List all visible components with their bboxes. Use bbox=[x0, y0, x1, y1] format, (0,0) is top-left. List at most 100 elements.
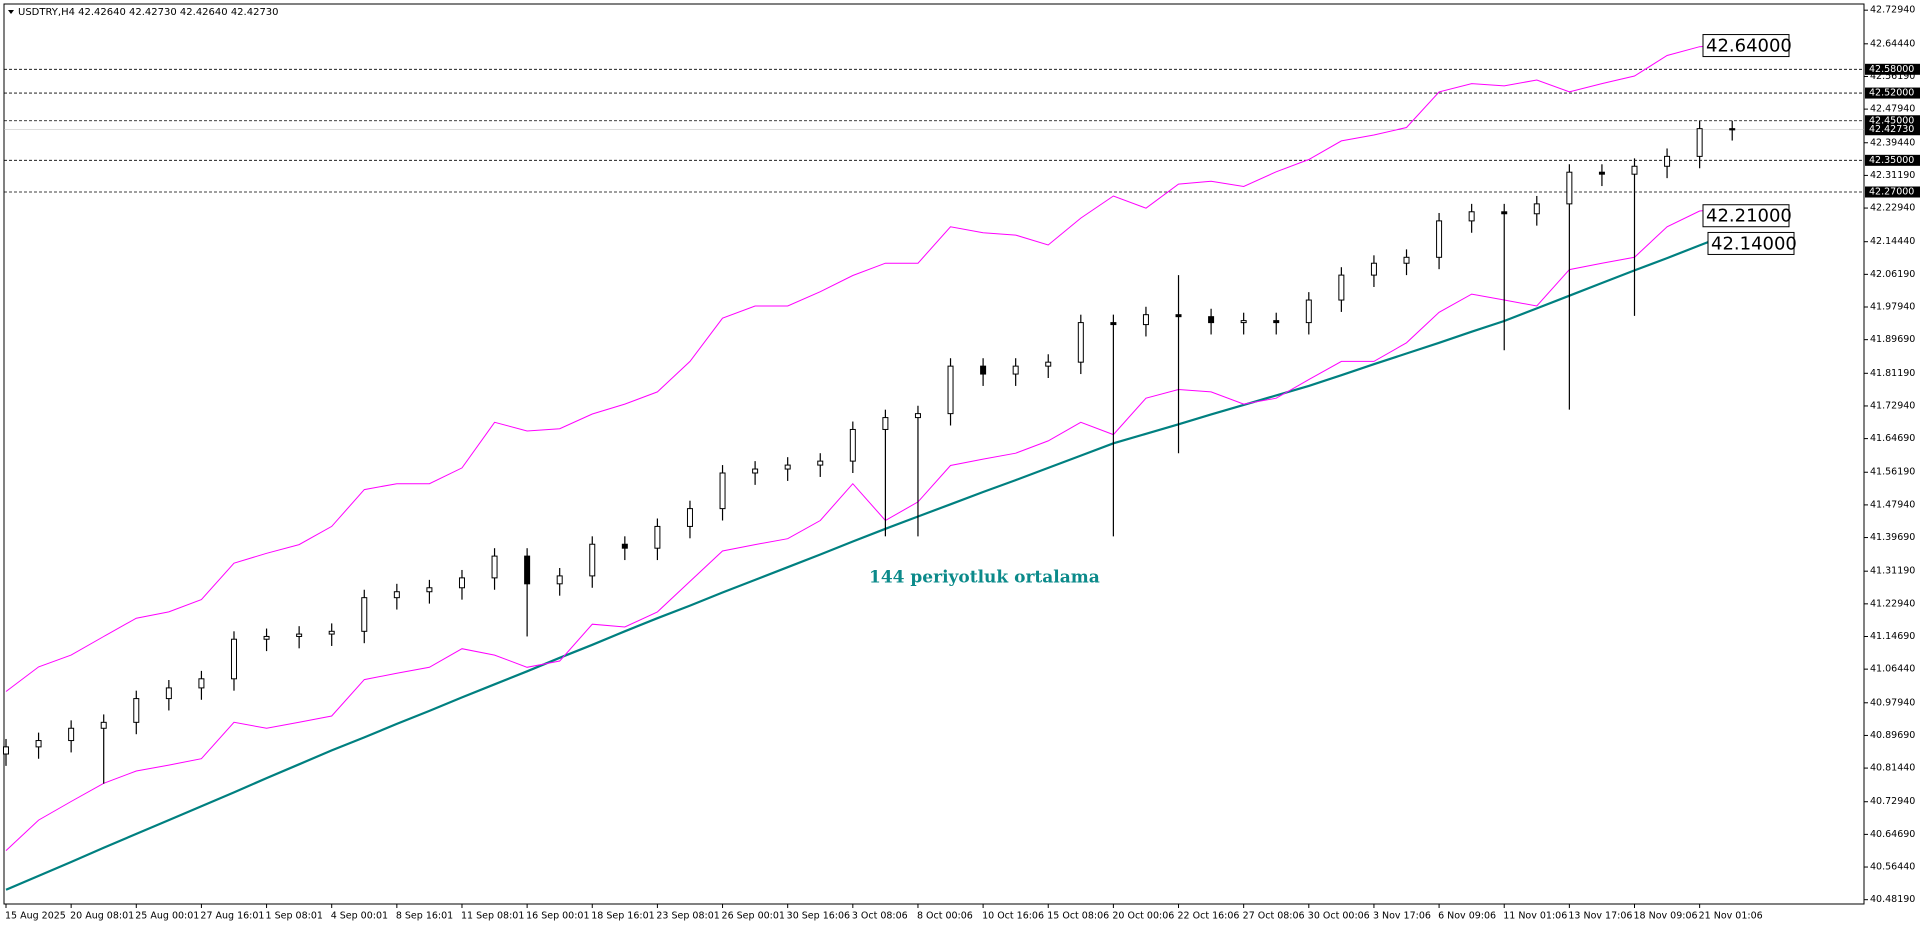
x-tick-label: 8 Oct 00:06 bbox=[917, 911, 973, 922]
level-label: 42.52000 bbox=[1869, 88, 1914, 99]
candle-body bbox=[100, 721, 107, 729]
price-box bbox=[1702, 204, 1790, 228]
x-tick-label: 26 Sep 00:01 bbox=[722, 911, 785, 922]
candle-body bbox=[393, 591, 400, 599]
indicator-line bbox=[5, 231, 1733, 891]
y-tick-label: 42.47940 bbox=[1870, 104, 1915, 115]
candle-body bbox=[1468, 211, 1475, 222]
y-tick-label: 40.56440 bbox=[1870, 862, 1915, 873]
candle-body bbox=[426, 587, 433, 593]
price-box-label: 42.21000 bbox=[1706, 206, 1792, 227]
y-tick-label: 42.31190 bbox=[1870, 170, 1915, 181]
x-tick-label: 20 Oct 00:06 bbox=[1112, 911, 1174, 922]
x-tick-label: 15 Aug 2025 bbox=[5, 911, 66, 922]
candle-body bbox=[1370, 262, 1377, 276]
y-tick-label: 42.72940 bbox=[1870, 5, 1915, 16]
x-tick-label: 11 Sep 08:01 bbox=[461, 911, 524, 922]
level-label: 42.27000 bbox=[1869, 186, 1914, 197]
candle-body bbox=[133, 698, 140, 723]
candle-body bbox=[328, 630, 335, 635]
x-tick-label: 20 Aug 08:01 bbox=[70, 911, 134, 922]
candle-body bbox=[556, 575, 563, 585]
price-box bbox=[1702, 34, 1790, 58]
level-label: 42.45000 bbox=[1869, 115, 1914, 126]
x-tick-label: 10 Oct 16:06 bbox=[982, 911, 1044, 922]
candle-body bbox=[914, 413, 921, 419]
candle-body bbox=[1110, 322, 1117, 326]
x-tick-label: 23 Sep 08:01 bbox=[656, 911, 719, 922]
candle-body bbox=[1696, 128, 1703, 157]
y-tick-label: 41.56190 bbox=[1870, 467, 1915, 478]
x-tick-label: 3 Nov 17:06 bbox=[1373, 911, 1431, 922]
x-tick-label: 30 Oct 00:06 bbox=[1308, 911, 1370, 922]
candle-body bbox=[621, 543, 628, 549]
y-tick-label: 40.72940 bbox=[1870, 796, 1915, 807]
plot-frame bbox=[3, 3, 1865, 905]
candle-body bbox=[1403, 256, 1410, 264]
y-tick-label: 40.81440 bbox=[1870, 763, 1915, 774]
candle-body bbox=[1566, 171, 1573, 205]
candle-body bbox=[882, 417, 889, 430]
level-tag bbox=[1865, 87, 1920, 99]
candle-body bbox=[1142, 314, 1149, 326]
candle-body bbox=[3, 746, 9, 755]
y-tick-label: 42.14440 bbox=[1870, 236, 1915, 247]
y-tick-label: 40.89690 bbox=[1870, 730, 1915, 741]
candle-body bbox=[458, 577, 465, 589]
level-tag bbox=[1865, 63, 1920, 75]
price-box-label: 42.14000 bbox=[1711, 233, 1797, 254]
y-tick-label: 41.31190 bbox=[1870, 566, 1915, 577]
y-tick-label: 41.81190 bbox=[1870, 368, 1915, 379]
candle-body bbox=[654, 525, 661, 549]
current-price-label: 42.42730 bbox=[1869, 124, 1914, 135]
x-tick-label: 11 Nov 01:06 bbox=[1503, 911, 1567, 922]
level-tag bbox=[1865, 154, 1920, 166]
candle-body bbox=[589, 543, 596, 577]
candle-body bbox=[1240, 320, 1247, 324]
level-tag bbox=[1865, 115, 1920, 127]
level-tag bbox=[1865, 186, 1920, 198]
candle-body bbox=[1631, 165, 1638, 175]
y-tick-label: 42.56190 bbox=[1870, 71, 1915, 82]
x-tick-label: 22 Oct 16:06 bbox=[1178, 911, 1240, 922]
candle-body bbox=[947, 365, 954, 415]
x-tick-label: 13 Nov 17:06 bbox=[1568, 911, 1632, 922]
candle-body bbox=[491, 555, 498, 579]
symbol-menu-arrow[interactable] bbox=[8, 10, 14, 14]
candle-body bbox=[68, 727, 75, 742]
x-tick-label: 1 Sep 08:01 bbox=[266, 911, 323, 922]
x-tick-label: 18 Sep 16:01 bbox=[591, 911, 654, 922]
y-tick-label: 41.39690 bbox=[1870, 532, 1915, 543]
y-tick-label: 42.22940 bbox=[1870, 203, 1915, 214]
y-tick-label: 41.72940 bbox=[1870, 400, 1915, 411]
candle-body bbox=[361, 597, 368, 632]
x-tick-label: 15 Oct 08:06 bbox=[1047, 911, 1109, 922]
y-tick-label: 41.22940 bbox=[1870, 598, 1915, 609]
candle-body bbox=[1598, 171, 1605, 175]
level-label: 42.58000 bbox=[1869, 64, 1914, 75]
current-price-tag bbox=[1865, 124, 1920, 136]
candle-body bbox=[686, 508, 693, 527]
price-box bbox=[1707, 231, 1795, 255]
candle-body bbox=[1436, 220, 1443, 258]
x-tick-label: 27 Aug 16:01 bbox=[200, 911, 264, 922]
y-tick-label: 41.64690 bbox=[1870, 433, 1915, 444]
indicator-line bbox=[5, 43, 1733, 692]
candle-body bbox=[230, 638, 237, 680]
y-tick-label: 41.06440 bbox=[1870, 664, 1915, 675]
candle-body bbox=[296, 633, 303, 637]
y-tick-label: 41.97940 bbox=[1870, 302, 1915, 313]
candle-body bbox=[1664, 155, 1671, 167]
candle-body bbox=[198, 678, 205, 689]
y-tick-label: 40.97940 bbox=[1870, 697, 1915, 708]
x-tick-label: 3 Oct 08:06 bbox=[852, 911, 908, 922]
candle-body bbox=[1012, 365, 1019, 375]
indicator-line bbox=[5, 207, 1733, 851]
y-tick-label: 40.64690 bbox=[1870, 829, 1915, 840]
x-tick-label: 6 Nov 09:06 bbox=[1438, 911, 1496, 922]
candle-body bbox=[1501, 211, 1508, 215]
candle-body bbox=[165, 687, 172, 700]
candle-body bbox=[263, 635, 270, 640]
x-tick-label: 27 Oct 08:06 bbox=[1243, 911, 1305, 922]
